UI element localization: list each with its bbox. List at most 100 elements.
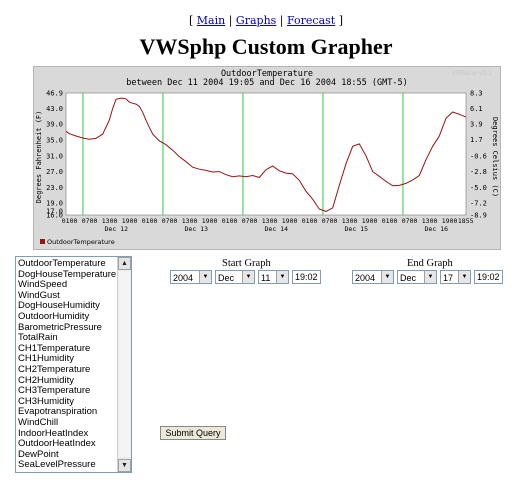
start-month-value: Dec [218,273,235,283]
y-tick-label-left: 35.0 [46,136,63,144]
list-item[interactable]: IndoorHeatIndex [18,427,89,439]
start-time-input[interactable]: 19:02 [292,270,321,284]
nav-link-main[interactable]: Main [196,14,226,27]
list-item[interactable]: DogHouseHumidity [18,300,100,312]
end-day-value: 17 [443,273,454,283]
chevron-down-icon[interactable]: ▼ [276,271,288,283]
submit-query-button[interactable]: Submit Query [160,426,226,440]
end-graph-label: End Graph [407,258,453,269]
legend-label: OutdoorTemperature [47,238,115,246]
chevron-down-icon[interactable]: ▼ [199,271,211,283]
y-tick-label-right: -8.9 [470,212,487,220]
nav-open-bracket: [ [188,14,194,27]
list-item[interactable]: WindChill [18,416,59,428]
x-day-label: Dec 14 [265,225,289,233]
list-item[interactable]: CH1Temperature [18,342,91,354]
y-tick-label-right: 1.7 [470,136,483,144]
end-month-value: Dec [400,273,417,283]
list-item[interactable]: OutdoorTemperature [18,258,106,269]
y-tick-label-left: 46.9 [46,90,63,98]
y-tick-labels-right: 8.3 6.1 3.9 1.7 -0.6 -2.8 -5.0 -7.2 -8.9 [470,89,487,219]
chart-watermark: VWSphp v0.2 [452,70,492,77]
list-item[interactable]: OutdoorHumidity [18,310,90,322]
y-tick-label-right: -7.2 [470,199,487,207]
x-tick-label: 1900 [442,217,458,225]
y-tick-label-right: -2.8 [470,168,487,176]
chart-title-line2: between Dec 11 2004 19:05 and Dec 16 200… [126,78,407,88]
x-tick-label: 0700 [242,217,258,225]
nav-separator: | [228,14,233,27]
end-time-input[interactable]: 19:02 [474,270,503,284]
plot-area [65,92,467,216]
end-month-select[interactable]: Dec ▼ [397,270,437,284]
y-tick-label-left: 31.0 [46,152,63,160]
end-year-value: 2004 [355,273,376,283]
temperature-chart: OutdoorTemperature between Dec 11 2004 1… [35,69,499,246]
end-day-select[interactable]: 17 ▼ [440,270,471,284]
x-tick-label: 1300 [422,217,438,225]
x-tick-label: 0100 [222,217,238,225]
x-tick-label: 0100 [302,217,318,225]
y-tick-label-left: 27.0 [46,168,63,176]
y-tick-label-left: 23.0 [46,184,63,192]
list-item[interactable]: DogHouseTemperature [18,268,117,280]
list-item[interactable]: CH2Temperature [18,363,91,375]
start-year-select[interactable]: 2004 ▼ [170,270,212,284]
y-tick-label-left: 17.0 [46,208,63,216]
x-day-label: Dec 13 [185,225,209,233]
list-item[interactable]: WindSpeed [18,279,68,291]
y-tick-label-right: -5.0 [470,184,487,192]
listbox-scrollbar[interactable]: ▲ ▼ [117,257,131,472]
nav-link-graphs[interactable]: Graphs [235,14,277,27]
x-tick-label: 1855 [458,217,474,225]
x-tick-label: 0100 [62,217,78,225]
list-item[interactable]: CH3Humidity [18,395,74,407]
start-graph-label: Start Graph [222,258,271,269]
y-axis-label-right: Degrees Celsius (C) [491,117,499,197]
list-item[interactable]: CH1Humidity [18,353,74,365]
chevron-down-icon[interactable]: ▼ [458,271,470,283]
start-month-select[interactable]: Dec ▼ [215,270,255,284]
x-tick-label: 1900 [282,217,298,225]
y-tick-label-right: 6.1 [470,105,483,113]
list-item[interactable]: SeaLevelPressure [18,459,96,471]
series-line-outdoortemperature [65,97,467,212]
chevron-down-icon[interactable]: ▼ [381,271,393,283]
y-tick-label-right: 8.3 [470,89,483,97]
nav-link-forecast[interactable]: Forecast [287,14,336,27]
y-axis-label-left: Degrees Fahrenheit (F) [35,111,43,204]
list-item[interactable]: TotalRain [18,332,58,344]
list-item[interactable]: CH2Humidity [18,374,74,386]
chevron-down-icon[interactable]: ▼ [424,271,436,283]
page-title: VWSphp Custom Grapher [139,34,393,59]
start-year-value: 2004 [173,273,194,283]
list-item[interactable]: Evapotranspiration [18,406,98,418]
arrow-down-icon[interactable]: ▼ [118,459,131,472]
x-tick-label: 0100 [382,217,398,225]
list-item[interactable]: DewPoint [18,448,59,460]
x-tick-label: 1300 [102,217,118,225]
list-item[interactable]: BarometricPressure [18,321,102,333]
start-day-select[interactable]: 11 ▼ [258,270,289,284]
top-nav: [ Main | Graphs | Forecast ] [0,14,532,27]
x-tick-label: 1900 [362,217,378,225]
legend-swatch [40,239,45,244]
x-tick-label: 0700 [162,217,178,225]
arrow-up-icon[interactable]: ▲ [118,257,131,270]
sensor-listbox[interactable]: OutdoorTemperature DogHouseTemperature Win… [15,256,132,473]
x-tick-label: 1900 [202,217,218,225]
y-tick-label-left: 39.0 [46,121,63,129]
y-tick-label-right: 3.9 [470,121,483,129]
list-item[interactable]: OutdoorHeatIndex [18,438,96,450]
chevron-down-icon[interactable]: ▼ [242,271,254,283]
y-tick-labels-left: 46.9 43.0 39.0 35.0 31.0 27.0 23.0 19.017.016.0 [46,90,63,220]
x-tick-label: 0700 [402,217,418,225]
end-year-select[interactable]: 2004 ▼ [352,270,394,284]
list-item[interactable]: WindGust [18,289,60,301]
x-day-label: Dec 15 [345,225,369,233]
x-tick-label: 1900 [122,217,138,225]
sensor-list-items: OutdoorTemperature DogHouseTemperature Win… [18,258,118,471]
scrollbar-track[interactable] [119,271,130,457]
x-tick-labels: 0100 0700 1300 1900 0100 0700 1300 1900 0100 0700… [62,217,474,233]
list-item[interactable]: CH3Temperature [18,385,91,397]
